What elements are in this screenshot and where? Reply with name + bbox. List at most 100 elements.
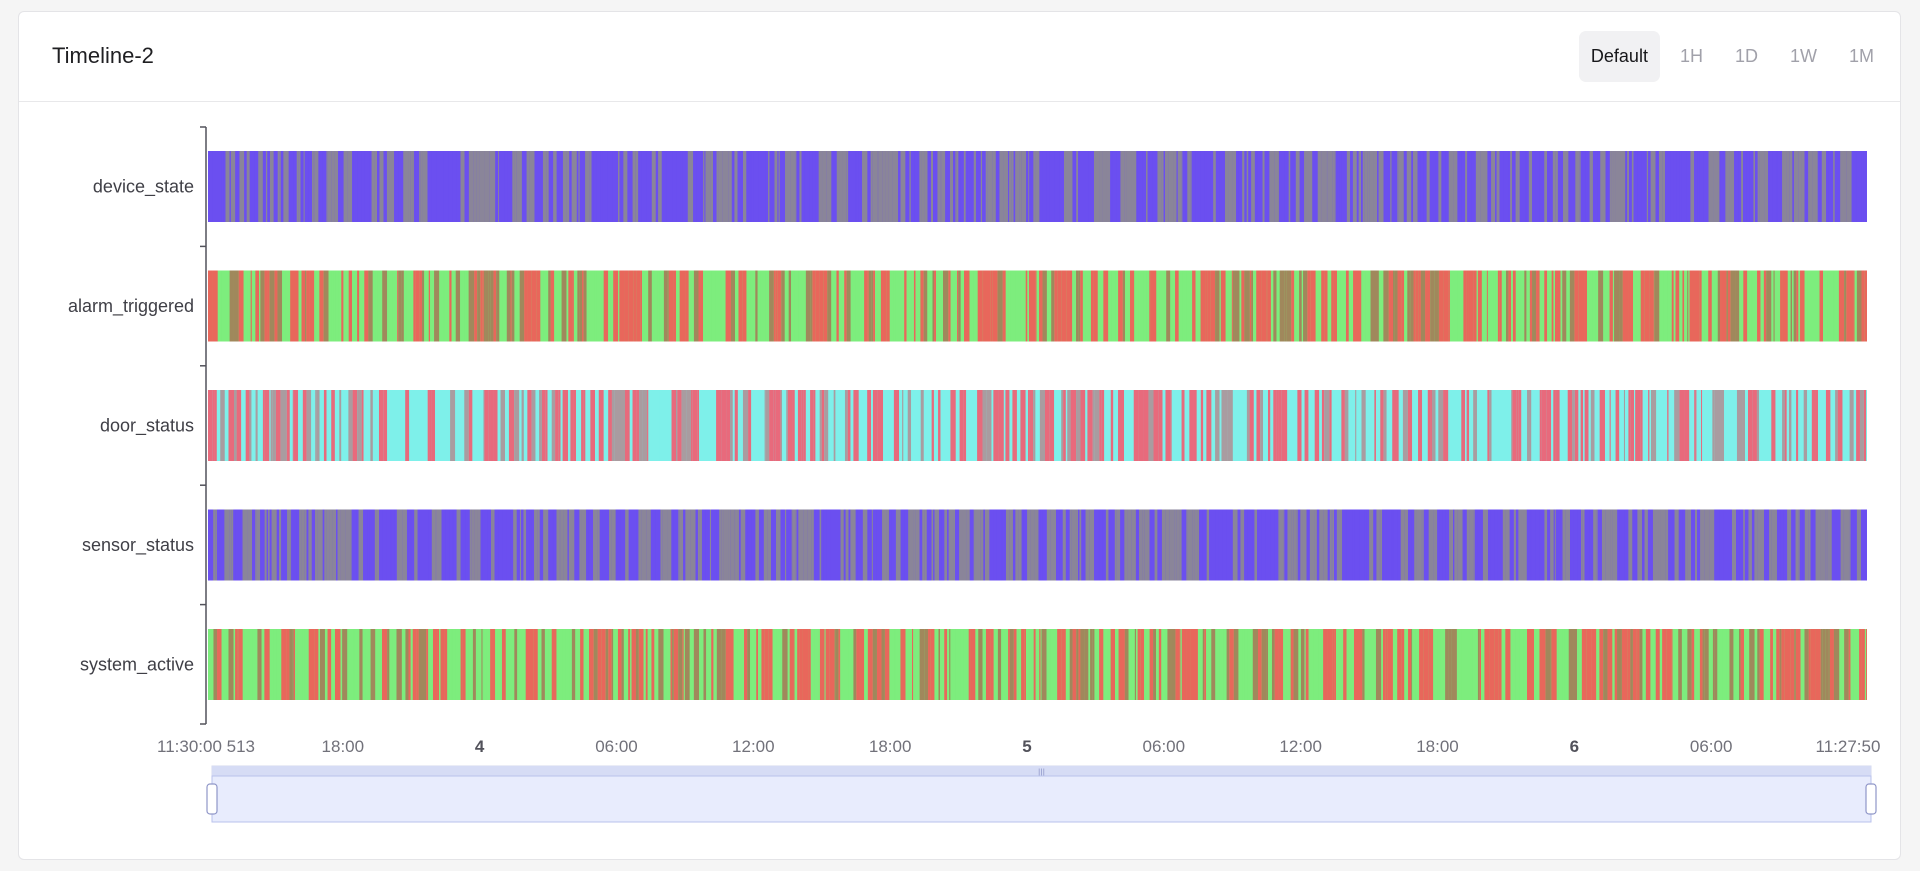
state-segment bbox=[944, 629, 948, 700]
state-segment bbox=[1009, 390, 1013, 461]
state-segment bbox=[1821, 151, 1827, 222]
state-segment bbox=[1115, 270, 1119, 342]
state-segment bbox=[482, 270, 484, 342]
state-segment bbox=[1781, 629, 1785, 700]
state-segment bbox=[1415, 270, 1419, 342]
state-segment bbox=[1219, 629, 1224, 700]
state-segment bbox=[235, 151, 240, 222]
state-segment bbox=[551, 629, 557, 700]
state-segment bbox=[586, 509, 589, 581]
state-segment bbox=[790, 151, 796, 222]
state-segment bbox=[1510, 151, 1512, 222]
state-segment bbox=[1257, 151, 1263, 222]
state-segment bbox=[1786, 390, 1789, 461]
range-tab-1h[interactable]: 1H bbox=[1679, 46, 1703, 66]
state-segment bbox=[1523, 629, 1527, 700]
state-segment bbox=[1354, 509, 1360, 581]
state-segment bbox=[780, 509, 785, 581]
range-tab-1m[interactable]: 1M bbox=[1848, 46, 1874, 66]
state-segment bbox=[750, 270, 756, 342]
state-segment bbox=[459, 390, 465, 461]
state-segment bbox=[1182, 270, 1187, 342]
state-segment bbox=[1746, 151, 1750, 222]
zoom-selection[interactable] bbox=[211, 775, 1872, 823]
state-segment bbox=[1441, 151, 1443, 222]
state-segment bbox=[447, 629, 452, 700]
state-segment bbox=[1844, 151, 1847, 222]
state-segment bbox=[1266, 390, 1268, 461]
range-tab-1w[interactable]: 1W bbox=[1789, 46, 1817, 66]
state-segment bbox=[751, 151, 754, 222]
state-segment bbox=[698, 270, 704, 342]
state-segment bbox=[704, 390, 707, 461]
state-segment bbox=[777, 151, 779, 222]
state-segment bbox=[569, 151, 572, 222]
state-segment bbox=[1567, 390, 1573, 461]
state-segment bbox=[614, 390, 621, 461]
zoom-handle-left[interactable] bbox=[206, 783, 218, 815]
state-segment bbox=[1366, 509, 1370, 581]
zoom-handle-right[interactable] bbox=[1865, 783, 1877, 815]
state-segment bbox=[1046, 509, 1051, 581]
state-segment bbox=[667, 270, 669, 342]
state-segment bbox=[1374, 629, 1376, 700]
state-segment bbox=[909, 151, 911, 222]
state-segment bbox=[1815, 390, 1819, 461]
state-segment bbox=[818, 151, 822, 222]
state-segment bbox=[597, 629, 602, 700]
state-segment bbox=[985, 151, 988, 222]
state-segment bbox=[1437, 509, 1440, 581]
state-segment bbox=[1568, 629, 1574, 700]
state-segment bbox=[1186, 509, 1188, 581]
state-segment bbox=[1378, 270, 1384, 342]
state-segment bbox=[308, 629, 315, 700]
state-segment bbox=[836, 151, 840, 222]
state-segment bbox=[1106, 151, 1111, 222]
state-segment bbox=[1149, 270, 1151, 342]
state-segment bbox=[695, 509, 698, 581]
state-segment bbox=[505, 629, 509, 700]
state-segment bbox=[840, 629, 844, 700]
state-segment bbox=[1787, 270, 1791, 342]
state-segment bbox=[548, 629, 552, 700]
state-segment bbox=[208, 629, 214, 700]
state-segment bbox=[1327, 151, 1333, 222]
state-segment bbox=[514, 629, 518, 700]
state-segment bbox=[1798, 509, 1800, 581]
state-segment bbox=[405, 390, 410, 461]
state-segment bbox=[989, 509, 994, 581]
state-segment bbox=[628, 509, 632, 581]
state-segment bbox=[1578, 629, 1582, 700]
state-segment bbox=[581, 390, 584, 461]
state-segment bbox=[928, 629, 931, 700]
state-segment bbox=[1861, 151, 1864, 222]
state-segment bbox=[1512, 390, 1517, 461]
state-segment bbox=[383, 390, 388, 461]
state-segment bbox=[237, 629, 239, 700]
state-segment bbox=[659, 390, 665, 461]
state-segment bbox=[813, 390, 816, 461]
state-segment bbox=[441, 509, 443, 581]
state-segment bbox=[1613, 151, 1616, 222]
state-segment bbox=[1184, 390, 1190, 461]
range-tab-1d[interactable]: 1D bbox=[1734, 46, 1758, 66]
zoom-grip-icon[interactable]: ||| bbox=[1038, 767, 1045, 777]
state-segment bbox=[716, 629, 722, 700]
state-segment bbox=[1144, 629, 1150, 700]
state-segment bbox=[726, 390, 731, 461]
zoom-drag-bar[interactable] bbox=[212, 766, 1871, 776]
range-tab-default[interactable]: Default bbox=[1578, 31, 1660, 82]
state-segment bbox=[1654, 270, 1660, 342]
state-segment bbox=[544, 629, 549, 700]
state-segment bbox=[1699, 151, 1704, 222]
state-segment bbox=[1298, 629, 1301, 700]
state-segment bbox=[776, 629, 783, 700]
state-segment bbox=[1833, 270, 1835, 342]
state-segment bbox=[1346, 509, 1348, 581]
state-segment bbox=[327, 629, 332, 700]
state-segment bbox=[1374, 270, 1379, 342]
state-segment bbox=[269, 509, 272, 581]
state-segment bbox=[427, 151, 432, 222]
state-segment bbox=[1691, 509, 1696, 581]
state-segment bbox=[1588, 390, 1591, 461]
